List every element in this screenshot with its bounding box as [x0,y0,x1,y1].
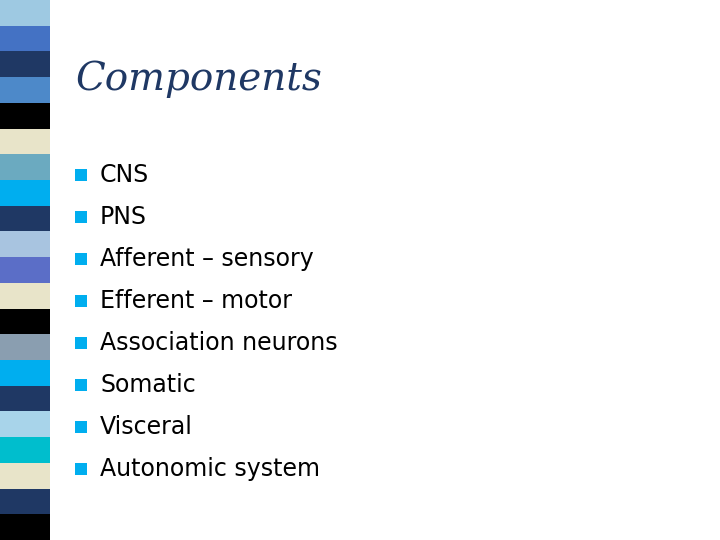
Bar [0,51,50,77]
Bar [0,154,50,180]
Bar [0,463,50,489]
Text: Afferent – sensory: Afferent – sensory [100,247,314,271]
Text: PNS: PNS [100,205,147,229]
Bar [75,253,87,265]
Text: CNS: CNS [100,163,149,187]
Bar [75,295,87,307]
Bar [0,489,50,514]
Bar [0,129,50,154]
Bar [0,257,50,283]
Bar [75,421,87,433]
Bar [75,337,87,349]
Bar [0,283,50,308]
Bar [0,103,50,129]
Text: Autonomic system: Autonomic system [100,457,320,481]
Bar [0,77,50,103]
Bar [0,308,50,334]
Bar [0,334,50,360]
Text: Components: Components [75,60,322,98]
Bar [0,180,50,206]
Bar [75,211,87,223]
Text: Visceral: Visceral [100,415,193,439]
Bar [75,379,87,391]
Bar [0,411,50,437]
Bar [0,514,50,540]
Bar [0,386,50,411]
Bar [75,169,87,181]
Bar [0,360,50,386]
Text: Efferent – motor: Efferent – motor [100,289,292,313]
Text: Association neurons: Association neurons [100,331,338,355]
Bar [0,0,50,26]
Text: Somatic: Somatic [100,373,196,397]
Bar [0,206,50,232]
Bar [75,463,87,475]
Bar [0,437,50,463]
Bar [0,232,50,257]
Bar [0,26,50,51]
